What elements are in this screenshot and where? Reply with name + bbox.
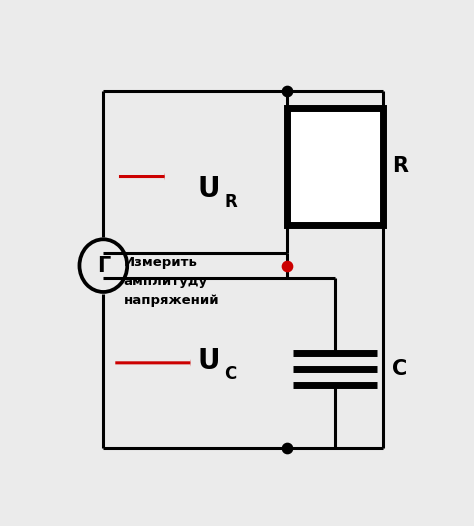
Text: U: U: [197, 347, 219, 375]
Point: [283, 444, 291, 452]
Point: [283, 261, 291, 270]
Text: R: R: [392, 156, 408, 176]
Bar: [287, 108, 383, 225]
Text: U: U: [197, 175, 219, 203]
Point: [283, 87, 291, 96]
Text: R: R: [225, 193, 237, 210]
Text: C: C: [392, 359, 407, 379]
Text: C: C: [225, 365, 237, 383]
Text: Измерить
амплитуду
напряжений: Измерить амплитуду напряжений: [124, 256, 219, 307]
Text: Г: Г: [97, 256, 110, 276]
